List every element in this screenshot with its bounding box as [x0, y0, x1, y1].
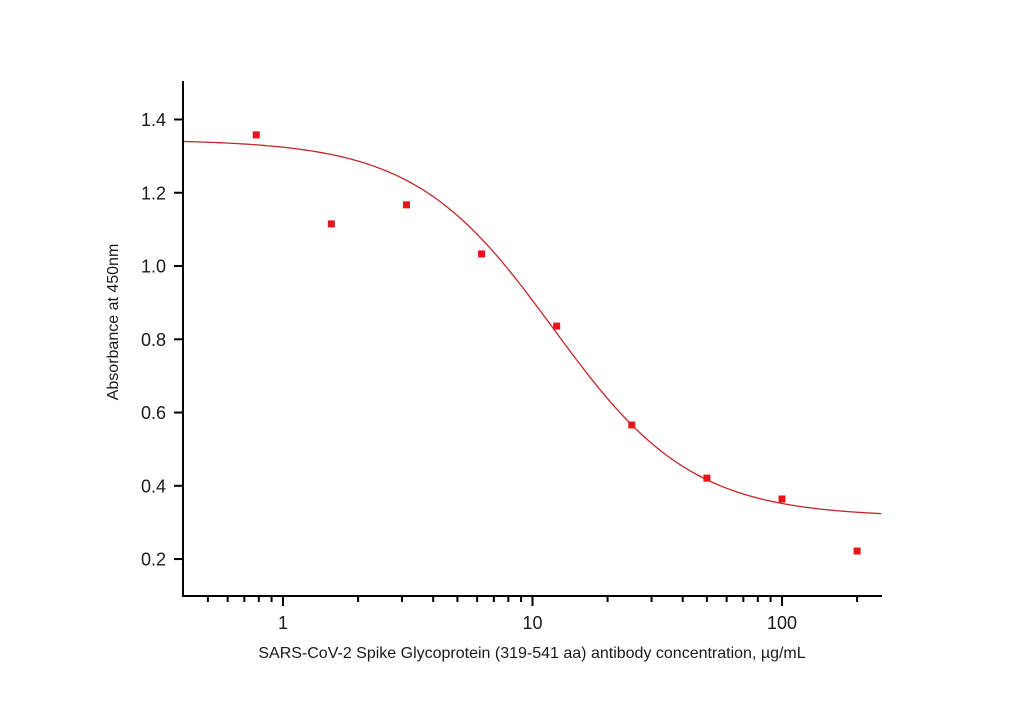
data-point — [553, 322, 561, 330]
x-tick-label: 1 — [278, 613, 288, 633]
data-point — [327, 220, 335, 228]
data-point — [478, 250, 486, 258]
x-axis: 1 10 100 — [182, 595, 882, 633]
data-point — [628, 421, 636, 429]
y-tick-label: 0.8 — [141, 330, 166, 350]
data-point — [778, 495, 786, 503]
x-tick-label: 100 — [767, 613, 797, 633]
x-tick-label: 10 — [522, 613, 542, 633]
data-point — [252, 131, 260, 139]
x-axis-title: SARS-CoV-2 Spike Glycoprotein (319-541 a… — [258, 645, 805, 662]
data-point — [703, 474, 711, 482]
y-axis: 0.2 0.4 0.6 0.8 1.0 1.2 1.4 — [141, 81, 184, 597]
data-points — [252, 131, 861, 555]
y-tick-label: 1.4 — [141, 110, 166, 130]
data-point — [853, 547, 861, 555]
y-tick-label: 0.6 — [141, 403, 166, 423]
y-tick-label: 1.2 — [141, 183, 166, 203]
data-point — [402, 201, 410, 209]
y-tick-label: 1.0 — [141, 257, 166, 277]
y-axis-title: Absorbance at 450nm — [105, 244, 122, 401]
fit-curve — [183, 140, 882, 515]
plot-area — [183, 131, 882, 555]
y-tick-label: 0.4 — [141, 476, 166, 496]
y-tick-label: 0.2 — [141, 550, 166, 570]
